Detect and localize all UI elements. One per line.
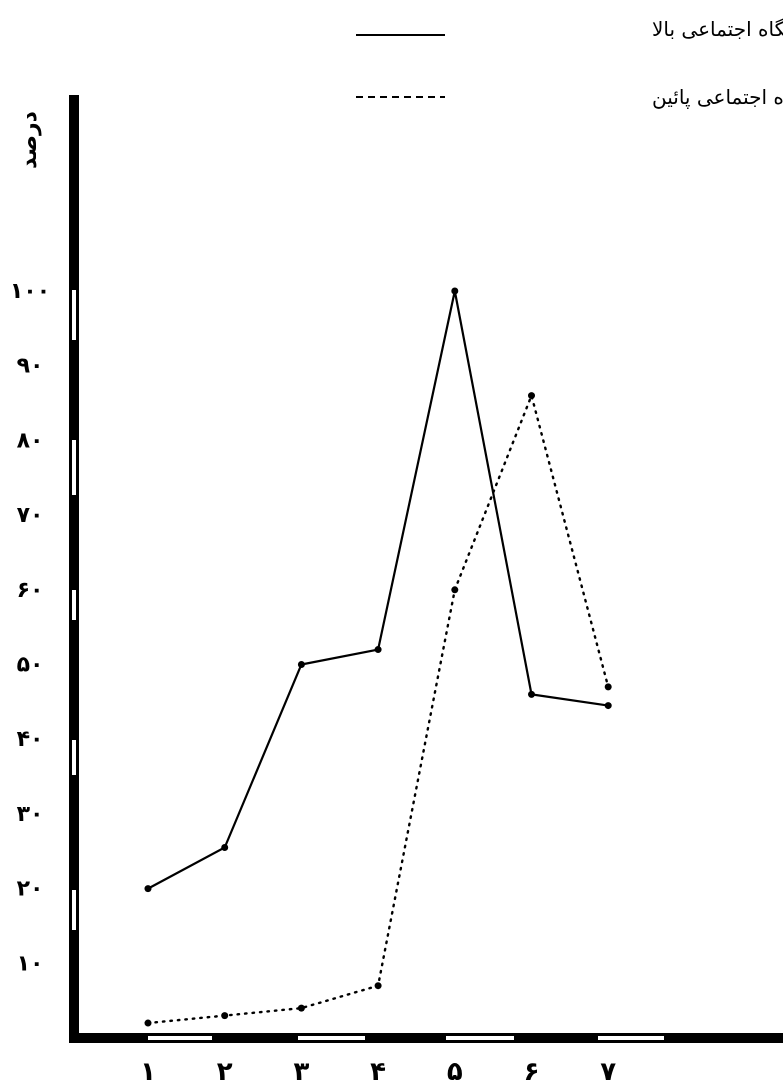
y-tick-label: ۱۰	[17, 951, 44, 976]
x-axis-stripe	[446, 1036, 514, 1040]
x-axis-stripe	[598, 1036, 664, 1040]
data-point	[374, 646, 382, 654]
x-tick-label: ۴	[370, 1057, 386, 1087]
y-tick-label: ۹۰	[17, 354, 44, 379]
data-point	[604, 702, 612, 710]
data-point	[604, 683, 612, 691]
y-tick-label: ۸۰	[17, 428, 44, 453]
data-point	[374, 982, 382, 990]
axis-ticks: درصد ۱۰ ۲۰ ۳۰ ۴۰ ۵۰ ۶۰ ۷۰ ۸۰ ۹۰ ۱۰۰ ۱ ۲ ۳ ۴ ۵ ۶ ۷	[10, 111, 616, 1087]
data-point	[528, 690, 535, 698]
y-tick-label: ۱۰۰	[10, 279, 50, 304]
legend-label: پایگاه اجتماعی پائین	[652, 85, 783, 110]
data-point	[528, 392, 535, 400]
x-tick-label: ۳	[293, 1057, 309, 1087]
y-axis-stripe	[72, 740, 76, 775]
y-tick-label: ۶۰	[17, 578, 44, 603]
x-axis-stripe	[148, 1036, 212, 1040]
data-point	[221, 844, 229, 852]
legend: پایگاه اجتماعی بالا پایگاه اجتماعی پائین	[356, 17, 783, 110]
y-axis-line	[69, 95, 79, 1043]
y-tick-label: ۳۰	[17, 802, 44, 827]
y-tick-label: ۵۰	[17, 653, 44, 678]
x-axis-line	[69, 1033, 783, 1043]
series-line-low	[146, 391, 610, 1025]
data-point	[451, 287, 459, 295]
y-axis-stripe	[72, 590, 76, 620]
series-line-high	[147, 290, 609, 890]
y-tick-label: ۴۰	[17, 727, 44, 752]
data-point	[221, 1012, 229, 1020]
data-point	[144, 1019, 152, 1027]
x-axis-stripe	[298, 1036, 365, 1040]
y-tick-label: ۲۰	[17, 877, 44, 902]
legend-label: پایگاه اجتماعی بالا	[652, 17, 783, 42]
x-tick-label: ۶	[524, 1057, 540, 1087]
x-tick-label: ۷	[600, 1057, 616, 1087]
data-point	[451, 586, 459, 594]
axes	[69, 95, 783, 1043]
y-axis-stripe	[72, 890, 76, 930]
x-tick-label: ۵	[447, 1057, 463, 1087]
y-axis-stripe	[72, 440, 76, 495]
x-tick-label: ۲	[217, 1057, 233, 1087]
y-tick-label: ۷۰	[17, 503, 44, 528]
series-lines	[144, 287, 612, 1027]
data-point	[297, 1004, 305, 1012]
y-axis-stripe	[72, 290, 76, 340]
data-point	[144, 885, 152, 893]
data-point	[297, 661, 305, 668]
x-tick-label: ۱	[140, 1057, 156, 1087]
y-axis-label: درصد	[17, 111, 42, 169]
